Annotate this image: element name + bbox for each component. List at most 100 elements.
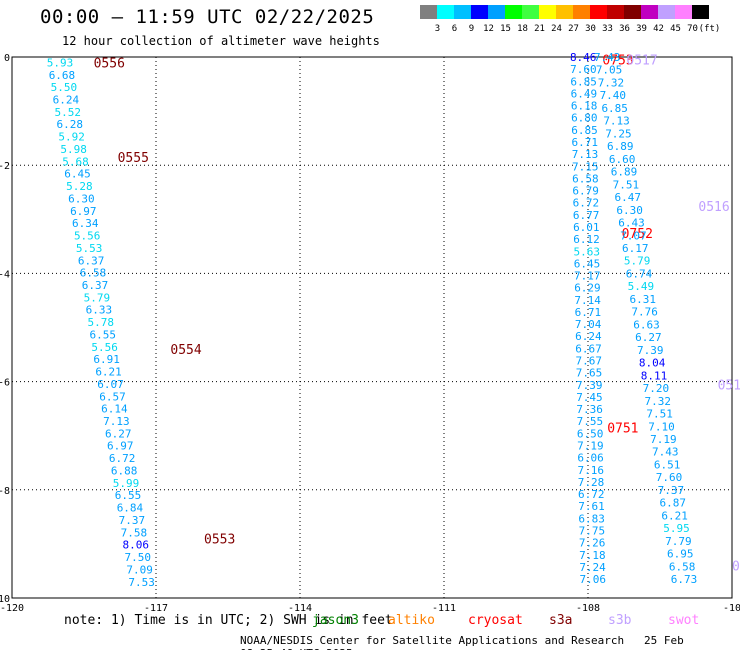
- wave-height-value: 7.79: [665, 535, 692, 548]
- wave-height-value: 5.53: [76, 242, 103, 255]
- wave-height-value: 7.51: [646, 408, 673, 421]
- wave-height-value: 7.39: [576, 379, 603, 392]
- wave-height-value: 5.99: [113, 477, 140, 490]
- wave-height-value: 6.37: [82, 279, 109, 292]
- legend-swatch: [573, 5, 590, 19]
- wave-height-value: 7.14: [574, 294, 601, 307]
- wave-height-value: 7.26: [579, 537, 606, 550]
- pass-time-label: 0555: [118, 151, 149, 166]
- wave-height-value: 6.85: [571, 124, 598, 137]
- y-tick-label: 0: [4, 53, 10, 64]
- wave-height-value: 7.55: [577, 415, 604, 428]
- wave-height-value: 7.39: [637, 344, 664, 357]
- wave-height-value: 6.27: [105, 427, 132, 440]
- wave-height-value: 7.43: [652, 446, 679, 459]
- satellite-s3b: s3b: [608, 613, 632, 628]
- wave-height-value: 7.65: [576, 367, 603, 380]
- wave-height-value: 6.30: [616, 204, 643, 217]
- wave-height-value: 6.97: [107, 440, 134, 453]
- wave-height-value: 6.71: [572, 136, 599, 149]
- wave-height-value: 6.58: [572, 172, 599, 185]
- wave-height-value: 7.05: [596, 64, 623, 77]
- wave-height-value: 5.56: [74, 230, 101, 243]
- legend-label: 12: [483, 24, 494, 34]
- wave-height-value: 6.29: [574, 282, 601, 295]
- legend-swatch: [488, 5, 505, 19]
- pass-time-label: 0553: [204, 532, 235, 547]
- wave-height-value: 7.18: [579, 549, 606, 562]
- y-tick-label: -4: [0, 269, 10, 280]
- wave-height-value: 6.47: [615, 191, 642, 204]
- wave-height-value: 5.52: [55, 106, 82, 119]
- wave-height-value: 6.67: [575, 342, 602, 355]
- y-tick-label: -8: [0, 486, 10, 497]
- wave-height-value: 7.43: [594, 51, 621, 64]
- pass-time-label: 0752: [622, 227, 653, 242]
- wave-height-value: 5.93: [47, 56, 74, 69]
- wave-height-value: 7.28: [578, 476, 605, 489]
- wave-height-value: 7.13: [572, 148, 599, 161]
- wave-height-value: 6.37: [78, 254, 105, 267]
- wave-height-value: 6.72: [578, 488, 605, 501]
- wave-height-value: 6.14: [101, 403, 128, 416]
- legend-label: 33: [602, 24, 613, 34]
- legend-label: 36: [619, 24, 630, 34]
- legend-swatch: [590, 5, 607, 19]
- wave-height-value: 6.28: [56, 118, 83, 131]
- wave-height-value: 7.45: [576, 391, 603, 404]
- wave-height-value: 7.07: [620, 229, 647, 242]
- wave-height-value: 6.55: [89, 328, 116, 341]
- wave-height-value: 7.60: [570, 63, 597, 76]
- x-tick-label: -117: [144, 603, 168, 614]
- wave-height-value: 6.77: [573, 209, 600, 222]
- wave-height-value: 7.13: [603, 115, 630, 128]
- wave-height-value: 6.06: [577, 452, 604, 465]
- wave-height-value: 6.49: [571, 87, 598, 100]
- wave-height-value: 5.28: [66, 180, 93, 193]
- wave-height-value: 6.17: [622, 242, 649, 255]
- wave-height-value: 6.87: [660, 497, 687, 510]
- legend-swatch: [505, 5, 522, 19]
- wave-height-value: 7.51: [613, 178, 640, 191]
- wave-height-value: 7.25: [605, 127, 632, 140]
- legend-label: 30: [585, 24, 596, 34]
- legend-swatch: [658, 5, 675, 19]
- wave-height-value: 7.58: [121, 526, 148, 539]
- wave-height-value: 6.91: [93, 353, 120, 366]
- wave-height-value: 6.21: [95, 366, 122, 379]
- wave-height-value: 6.12: [573, 233, 600, 246]
- wave-height-value: 7.19: [650, 433, 677, 446]
- wave-height-value: 6.18: [571, 100, 598, 113]
- legend-swatch: [675, 5, 692, 19]
- legend-swatch: [437, 5, 454, 19]
- legend-label: 39: [636, 24, 647, 34]
- wave-height-value: 6.79: [572, 185, 599, 198]
- wave-height-value: 7.32: [645, 395, 672, 408]
- wave-height-value: 7.53: [128, 576, 155, 589]
- map-plot[interactable]: -120-117-114-111-108-100-2-4-6-8-105.936…: [0, 0, 740, 620]
- legend-label: 21: [534, 24, 545, 34]
- wave-height-value: 5.92: [58, 131, 85, 144]
- x-tick-label: -10: [723, 603, 740, 614]
- x-tick-label: -120: [0, 603, 24, 614]
- legend-label: 24: [551, 24, 562, 34]
- wave-height-value: 7.19: [577, 440, 604, 453]
- wave-height-value: 6.58: [80, 267, 107, 280]
- wave-height-value: 6.30: [68, 192, 95, 205]
- wave-height-value: 5.95: [663, 522, 690, 535]
- wave-height-value: 6.97: [70, 205, 97, 218]
- wave-height-value: 6.21: [661, 509, 688, 522]
- wave-height-value: 7.37: [658, 484, 685, 497]
- legend-swatch: [692, 5, 709, 19]
- legend-label: 45: [670, 24, 681, 34]
- footer-note: note: 1) Time is in UTC; 2) SWH is in fe…: [64, 613, 393, 628]
- legend-label: 6: [452, 24, 457, 34]
- wave-height-value: 5.79: [84, 291, 111, 304]
- y-tick-label: -6: [0, 378, 10, 389]
- wave-height-value: 6.71: [575, 306, 602, 319]
- wave-height-value: 6.80: [571, 112, 598, 125]
- wave-height-value: 7.37: [119, 514, 146, 527]
- legend-label: (ft): [699, 24, 721, 34]
- timestamp: 25 Feb 08:25:46 UTC 2025: [240, 634, 684, 650]
